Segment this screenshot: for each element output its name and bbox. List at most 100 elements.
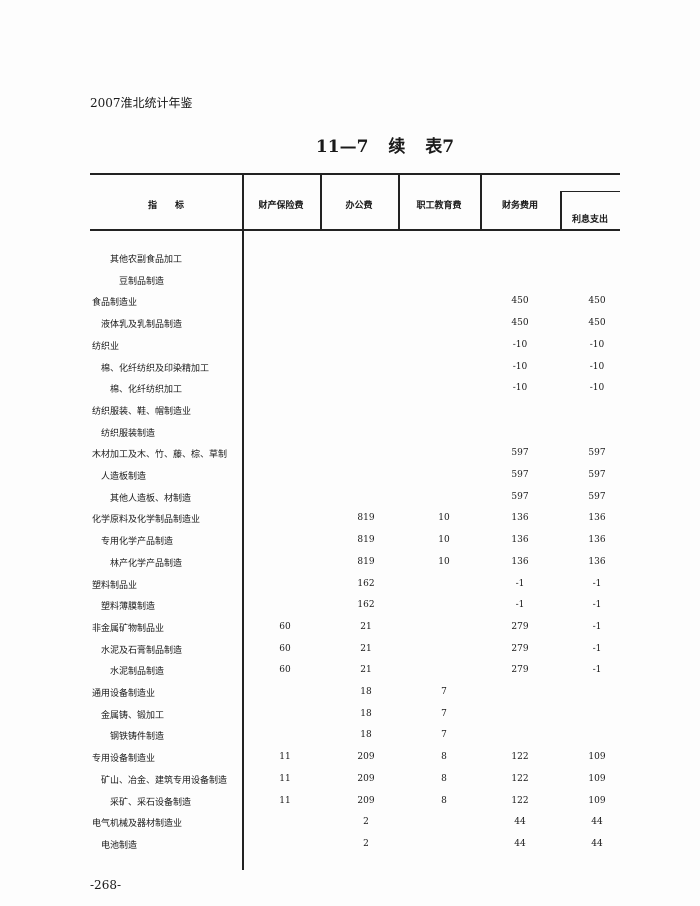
- table-cell: 109: [588, 795, 606, 806]
- row-label: 棉、化纤纺织及印染精加工: [101, 363, 210, 374]
- column-header: 指 标: [147, 201, 184, 211]
- header-top-rule: [90, 173, 620, 175]
- table-cell: 44: [514, 817, 526, 828]
- row-label: 专用设备制造业: [92, 754, 156, 765]
- column-header: 办公费: [345, 201, 373, 211]
- row-label: 水泥制品制造: [110, 667, 165, 678]
- table-cell: 109: [588, 752, 606, 763]
- row-label: 林产化学产品制造: [110, 558, 183, 569]
- table-cell: 279: [511, 621, 529, 632]
- row-label: 其他农副食品加工: [110, 255, 183, 265]
- row-label: 金属铸、锻加工: [101, 710, 165, 721]
- row-label: 液体乳及乳制品制造: [101, 320, 183, 331]
- row-label: 电池制造: [101, 840, 138, 851]
- table-cell: 819: [357, 513, 375, 524]
- table-cell: 279: [511, 665, 529, 676]
- table-cell: 44: [591, 838, 603, 849]
- table-cell: 44: [591, 817, 603, 828]
- table-cell: 209: [357, 752, 375, 763]
- row-label: 人造板制造: [101, 472, 147, 482]
- table-cell: 60: [279, 643, 291, 654]
- row-label: 化学原料及化学制品制造业: [92, 515, 201, 526]
- table-cell: 11: [279, 752, 291, 763]
- table-cell: 60: [279, 621, 291, 632]
- table-cell: 10: [438, 513, 450, 524]
- row-label: 矿山、冶金、建筑专用设备制造: [101, 775, 228, 786]
- table-cell: 209: [357, 773, 375, 784]
- table-cell: 450: [511, 296, 529, 307]
- table-cell: 136: [511, 513, 529, 524]
- table-cell: 209: [357, 795, 375, 806]
- row-label: 通用设备制造业: [92, 689, 156, 699]
- table-cell: 819: [357, 556, 375, 567]
- table-cell: 44: [514, 838, 526, 849]
- column-divider: [242, 173, 244, 870]
- column-header: 职工教育费: [416, 201, 462, 211]
- table-cell: 450: [588, 296, 606, 307]
- table-cell: 109: [588, 773, 606, 784]
- yearbook-header: 2007淮北统计年鉴: [90, 96, 193, 110]
- table-cell: 597: [588, 448, 606, 459]
- table-cell: 10: [438, 556, 450, 567]
- table-cell: -1: [592, 578, 602, 589]
- row-label: 非金属矿物制品业: [92, 623, 165, 634]
- table-cell: 8: [441, 795, 447, 806]
- row-label: 电气机械及器材制造业: [92, 819, 183, 830]
- row-label: 塑料制品业: [92, 580, 138, 591]
- table-cell: 7: [441, 730, 447, 741]
- table-cell: 450: [588, 318, 606, 329]
- column-divider: [480, 173, 482, 230]
- table-cell: -10: [589, 339, 605, 350]
- table-cell: -1: [592, 600, 602, 611]
- table-cell: -1: [515, 578, 525, 589]
- table-cell: -10: [512, 339, 528, 350]
- table-cell: 7: [441, 687, 447, 697]
- table-cell: 18: [360, 708, 372, 719]
- column-header: 财产保险费: [258, 201, 304, 211]
- row-label: 木材加工及木、竹、藤、棕、草制: [92, 450, 228, 461]
- table-cell: 136: [511, 535, 529, 546]
- table-cell: 136: [588, 513, 606, 524]
- table-cell: 18: [360, 687, 372, 697]
- table-cell: 597: [588, 491, 606, 502]
- row-label: 塑料薄膜制造: [101, 602, 156, 613]
- row-label: 纺织服装制造: [101, 428, 156, 439]
- table-cell: 21: [360, 643, 372, 654]
- table-cell: 11: [279, 773, 291, 784]
- column-header: 利息支出: [571, 215, 608, 225]
- table-cell: 21: [360, 621, 372, 632]
- table-cell: 18: [360, 730, 372, 741]
- table-cell: 11: [279, 795, 291, 806]
- table-cell: 8: [441, 752, 447, 763]
- table-cell: 7: [441, 708, 447, 719]
- row-label: 钢铁铸件制造: [110, 732, 165, 743]
- header-bottom-rule: [90, 229, 620, 231]
- table-cell: 136: [511, 556, 529, 567]
- table-cell: 122: [511, 752, 529, 763]
- table-cell: 21: [360, 665, 372, 676]
- row-label: 棉、化纤纺织加工: [110, 385, 183, 396]
- table-cell: 819: [357, 535, 375, 546]
- row-label: 食品制造业: [92, 298, 138, 309]
- table-cell: 597: [511, 448, 529, 459]
- column-divider: [560, 191, 562, 230]
- table-cell: 10: [438, 535, 450, 546]
- table-cell: 122: [511, 773, 529, 784]
- table-cell: 2: [363, 817, 369, 828]
- table-cell: -10: [589, 383, 605, 394]
- table-cell: -10: [512, 383, 528, 394]
- table-cell: 136: [588, 535, 606, 546]
- row-label: 采矿、采石设备制造: [110, 797, 192, 808]
- page-number: -268-: [90, 878, 122, 892]
- table-cell: 122: [511, 795, 529, 806]
- table-cell: -1: [592, 621, 602, 632]
- table-cell: -10: [589, 361, 605, 372]
- table-cell: 60: [279, 665, 291, 676]
- table-cell: 162: [357, 600, 375, 611]
- row-label: 水泥及石膏制品制造: [101, 645, 183, 656]
- row-label: 纺织服装、鞋、帽制造业: [92, 406, 192, 417]
- row-label: 豆制品制造: [119, 276, 165, 287]
- column-divider: [398, 173, 400, 230]
- subheader-rule: [560, 191, 620, 192]
